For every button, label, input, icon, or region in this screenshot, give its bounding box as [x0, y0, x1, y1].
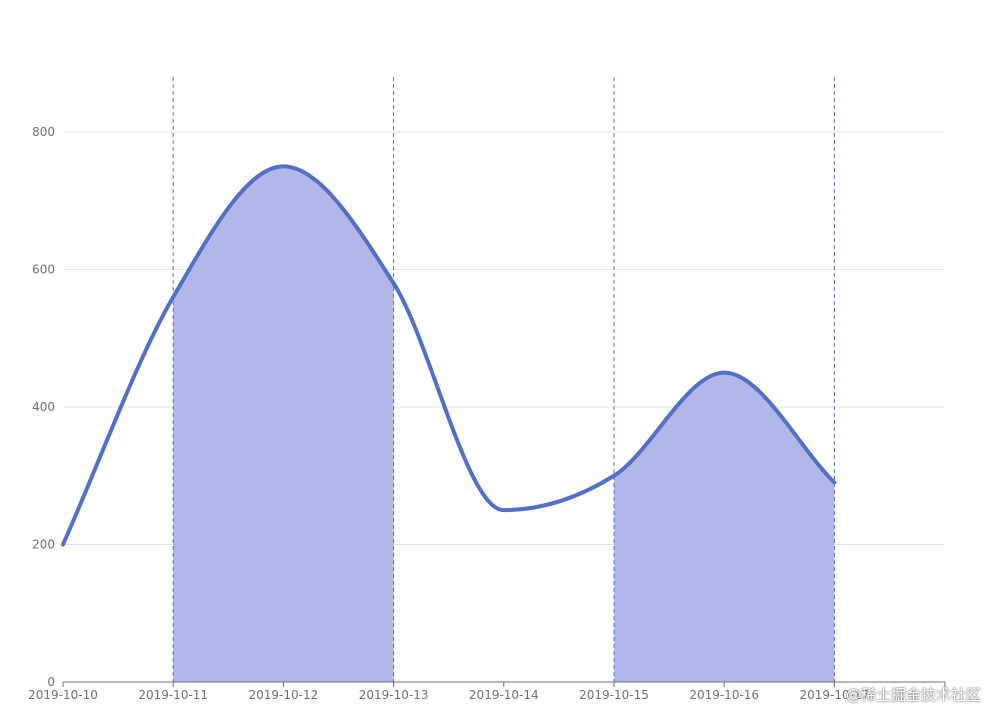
- x-tick-label: 2019-10-17: [800, 688, 870, 702]
- series-line: [61, 164, 837, 547]
- y-axis-labels: 0 200 400 600 800: [32, 125, 55, 689]
- shaded-area: [173, 166, 394, 682]
- x-tick-label: 2019-10-12: [249, 688, 319, 702]
- y-tick-label: 800: [32, 125, 55, 139]
- shaded-area: [614, 372, 835, 682]
- y-tick-label: 200: [32, 538, 55, 552]
- x-tick-label: 2019-10-16: [689, 688, 759, 702]
- x-tick-label: 2019-10-15: [579, 688, 649, 702]
- x-axis-labels: 2019-10-10 2019-10-11 2019-10-12 2019-10-13…: [28, 688, 869, 702]
- series-curve: [61, 164, 837, 547]
- x-tick-label: 2019-10-10: [28, 688, 98, 702]
- x-tick-label: 2019-10-13: [359, 688, 429, 702]
- x-tick-label: 2019-10-14: [469, 688, 539, 702]
- y-tick-label: 0: [47, 675, 55, 689]
- shaded-areas: [173, 166, 835, 682]
- y-tick-label: 600: [32, 263, 55, 277]
- x-tick-label: 2019-10-11: [138, 688, 208, 702]
- y-tick-label: 400: [32, 400, 55, 414]
- watermark: @稀土掘金技术社区: [845, 686, 981, 704]
- vertical-marker-lines: [172, 77, 835, 682]
- x-axis: [62, 681, 946, 687]
